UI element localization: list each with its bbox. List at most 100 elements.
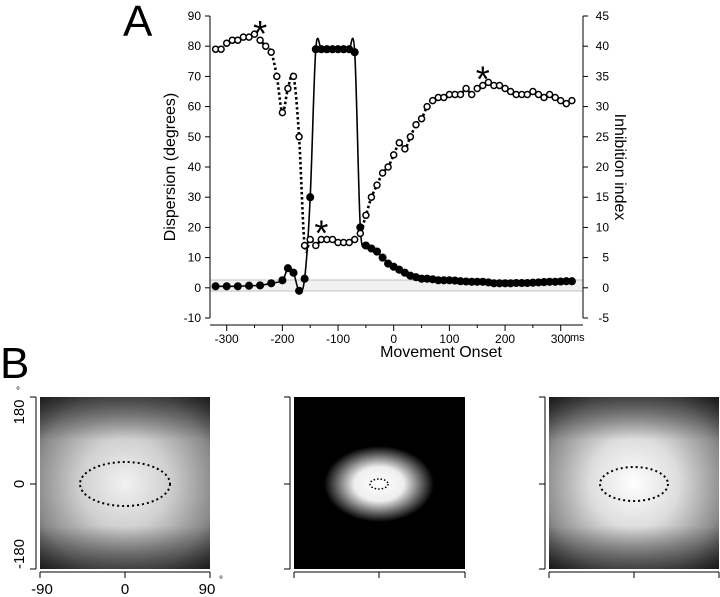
right-tick-label: 20 — [596, 160, 610, 174]
dispersion-point — [295, 286, 304, 295]
inhibition-point — [562, 99, 571, 108]
dispersion-point — [372, 247, 382, 256]
inhibition-point — [440, 93, 448, 102]
inhibition-point — [412, 120, 420, 129]
inhibition-point — [306, 235, 314, 244]
x-tick-label: 100 — [439, 332, 459, 346]
inhibition-point — [467, 90, 476, 99]
b-x-tick-right-degree: ° — [219, 575, 223, 586]
inhibition-point — [284, 84, 292, 93]
inhibition-point — [456, 90, 465, 99]
panel-b-letter: B — [0, 339, 29, 388]
map-left-contour — [79, 461, 171, 507]
inhibition-point — [356, 229, 365, 238]
right-tick-label: 35 — [596, 69, 610, 83]
inhibition-point — [234, 36, 242, 44]
left-tick-label: 20 — [188, 220, 202, 234]
inhibition-point — [300, 241, 309, 250]
inhibition-point — [378, 169, 387, 177]
inhibition-point — [222, 39, 231, 47]
b-y-tick-zero: 0 — [11, 480, 28, 488]
x-tick-label: -300 — [215, 332, 239, 346]
dispersion-point — [283, 264, 292, 273]
inhibition-point — [328, 235, 337, 244]
x-tick-label: -100 — [326, 332, 350, 346]
left-tick-label: 40 — [188, 160, 202, 174]
map-right — [549, 397, 719, 569]
right-tick-label: 40 — [596, 39, 610, 53]
inhibition-point — [545, 90, 554, 99]
inhibition-point — [384, 163, 392, 171]
inhibition-point — [295, 133, 303, 141]
inhibition-point — [245, 33, 253, 41]
inhibition-point — [389, 151, 398, 159]
inhibition-point — [423, 102, 431, 111]
inhibition-point — [278, 108, 287, 117]
inhibition-point — [484, 78, 493, 87]
inhibition-point — [540, 93, 548, 102]
inhibition-point — [462, 84, 470, 93]
map-middle-contour — [369, 478, 389, 490]
right-tick-label: 25 — [596, 130, 610, 144]
inhibition-point — [534, 90, 543, 99]
dispersion-point — [256, 281, 265, 290]
right-tick-label: 10 — [596, 220, 610, 234]
inhibition-point — [523, 90, 532, 99]
dispersion-point — [211, 282, 220, 291]
dispersion-point — [222, 282, 231, 291]
inhibition-point — [529, 87, 537, 96]
b-x-tick-right: 90 — [199, 581, 216, 597]
dispersion-point — [267, 279, 276, 288]
left-tick-label: -10 — [184, 311, 202, 325]
x-unit-label: ms — [570, 332, 585, 344]
panel-a-letter: A — [123, 0, 153, 46]
inhibition-point — [551, 93, 559, 102]
left-tick-label: 80 — [188, 39, 202, 53]
inhibition-point — [261, 42, 270, 50]
inhibition-point — [373, 181, 381, 189]
b-x-tick-zero: 0 — [121, 581, 129, 597]
map-middle — [294, 397, 465, 569]
inhibition-point — [556, 96, 565, 105]
x-tick-label: -200 — [270, 332, 294, 346]
x-tick-label: 200 — [495, 332, 515, 346]
left-tick-label: 60 — [188, 100, 202, 114]
b-y-tick-top-degree: ° — [16, 386, 20, 397]
right-tick-label: 15 — [596, 190, 610, 204]
inhibition-point — [401, 145, 409, 153]
left-tick-label: 90 — [188, 9, 202, 23]
x-tick-label: 300 — [551, 332, 571, 346]
inhibition-point — [406, 133, 415, 141]
significance-star: * — [476, 58, 490, 99]
inhibition-point — [568, 96, 576, 105]
left-tick-label: 0 — [194, 281, 201, 295]
dispersion-line — [215, 37, 572, 293]
right-tick-label: -5 — [598, 311, 609, 325]
inhibition-point — [473, 84, 481, 93]
dispersion-point — [378, 253, 387, 262]
right-tick-label: 5 — [602, 251, 609, 265]
inhibition-point — [350, 235, 359, 244]
dispersion-point — [244, 281, 254, 290]
inhibition-point — [495, 81, 504, 90]
inhibition-point — [362, 211, 370, 220]
b-x-tick-left: -90 — [31, 581, 53, 597]
panel-b-axes — [30, 396, 720, 578]
map-middle-blob — [324, 446, 434, 522]
inhibition-point — [428, 96, 437, 105]
inhibition-point — [506, 87, 515, 96]
inhibition-point — [267, 48, 275, 56]
map-left — [40, 397, 210, 569]
left-tick-label: 30 — [188, 190, 202, 204]
inhibition-line — [215, 32, 573, 254]
dispersion-point — [306, 193, 315, 202]
right-tick-label: 45 — [596, 9, 610, 23]
significance-star: * — [253, 13, 267, 54]
dispersion-point — [350, 48, 359, 57]
inhibition-point — [501, 84, 509, 93]
dispersion-point — [278, 276, 287, 285]
right-axis-title: Inhibition index — [611, 114, 628, 221]
map-left-shading — [40, 397, 210, 569]
